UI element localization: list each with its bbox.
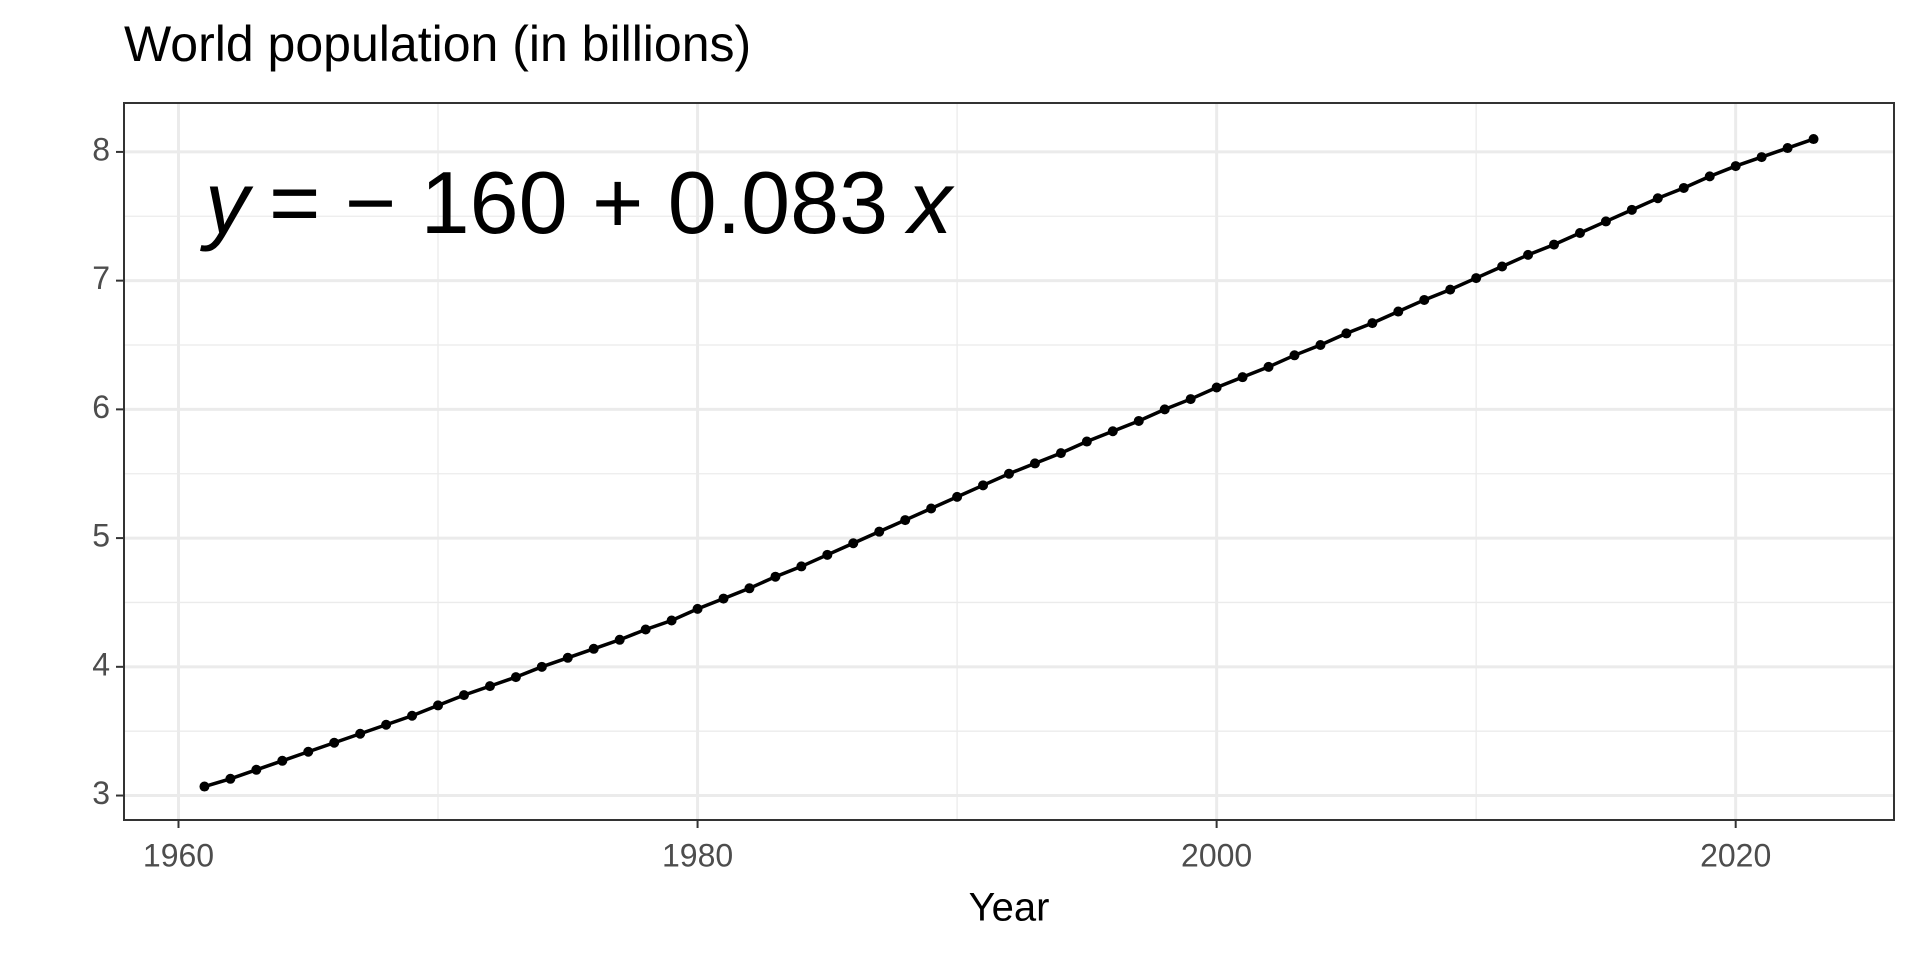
- y-tick-label: 3: [92, 775, 110, 811]
- data-point: [1289, 350, 1300, 361]
- data-point: [277, 755, 288, 766]
- annotation-rhs: = − 160 + 0.083: [269, 153, 888, 252]
- data-point: [614, 634, 625, 645]
- data-point: [433, 700, 444, 711]
- data-point: [1782, 143, 1793, 154]
- data-point: [1600, 216, 1611, 227]
- data-point: [1419, 294, 1430, 305]
- data-point: [666, 615, 677, 626]
- annotation-lhs: y: [200, 153, 254, 252]
- data-point: [1055, 448, 1066, 459]
- data-point: [952, 491, 963, 502]
- data-point: [510, 672, 521, 683]
- data-point: [874, 526, 885, 537]
- data-point: [1393, 306, 1404, 317]
- data-point: [1808, 134, 1819, 145]
- data-point: [484, 681, 495, 692]
- data-point: [1029, 458, 1040, 469]
- data-point: [848, 538, 859, 549]
- y-tick-label: 6: [92, 389, 110, 425]
- data-point: [1263, 361, 1274, 372]
- data-point: [199, 781, 210, 792]
- data-point: [1081, 436, 1092, 447]
- data-point: [1159, 404, 1170, 415]
- data-point: [978, 480, 989, 491]
- annotation-var: x: [904, 153, 955, 252]
- data-point: [1652, 193, 1663, 204]
- y-tick-label: 4: [92, 646, 110, 682]
- data-point: [1004, 468, 1014, 479]
- data-point: [458, 690, 469, 701]
- x-tick-label: 1960: [143, 837, 214, 873]
- data-point: [900, 515, 911, 526]
- x-tick-label: 2000: [1181, 837, 1252, 873]
- y-tick-label: 8: [92, 131, 110, 167]
- data-point: [329, 737, 340, 748]
- x-tick-label: 1980: [662, 837, 733, 873]
- data-point: [251, 764, 262, 775]
- data-point: [1367, 318, 1378, 329]
- data-point: [1237, 372, 1248, 383]
- data-point: [1756, 152, 1767, 163]
- chart-title: World population (in billions): [124, 16, 751, 72]
- y-tick-label: 7: [92, 260, 110, 296]
- data-point: [1445, 284, 1456, 295]
- data-point: [926, 503, 937, 514]
- data-point: [303, 746, 314, 757]
- data-point: [744, 583, 755, 594]
- data-point: [1341, 328, 1352, 339]
- panel-border: [123, 102, 1895, 821]
- x-tick-label: 2020: [1700, 837, 1771, 873]
- x-axis-label: Year: [969, 886, 1050, 930]
- data-point: [1211, 382, 1222, 393]
- data-point: [588, 643, 599, 654]
- y-tick-label: 5: [92, 518, 110, 554]
- data-point: [1315, 340, 1326, 351]
- data-point: [1133, 415, 1144, 426]
- data-point: [1523, 249, 1534, 260]
- data-point: [1107, 426, 1118, 437]
- data-point: [355, 728, 366, 739]
- data-point: [562, 652, 573, 663]
- data-point: [796, 561, 807, 572]
- data-point: [640, 624, 651, 635]
- data-point: [1185, 394, 1196, 405]
- data-point: [1730, 161, 1741, 172]
- data-point: [1471, 273, 1482, 284]
- data-point: [770, 571, 781, 582]
- data-point: [225, 773, 236, 784]
- data-point: [718, 593, 729, 604]
- data-point: [1497, 261, 1508, 272]
- data-point: [692, 603, 703, 614]
- data-point: [1704, 171, 1715, 182]
- annotation: y = − 160 + 0.083 x: [200, 153, 955, 252]
- data-point: [1574, 228, 1585, 239]
- data-point: [1549, 239, 1560, 250]
- data-point: [381, 719, 392, 730]
- data-point: [536, 661, 547, 672]
- data-point: [1626, 204, 1637, 215]
- data-point: [1678, 182, 1689, 193]
- data-point: [822, 549, 833, 560]
- data-point: [407, 710, 418, 721]
